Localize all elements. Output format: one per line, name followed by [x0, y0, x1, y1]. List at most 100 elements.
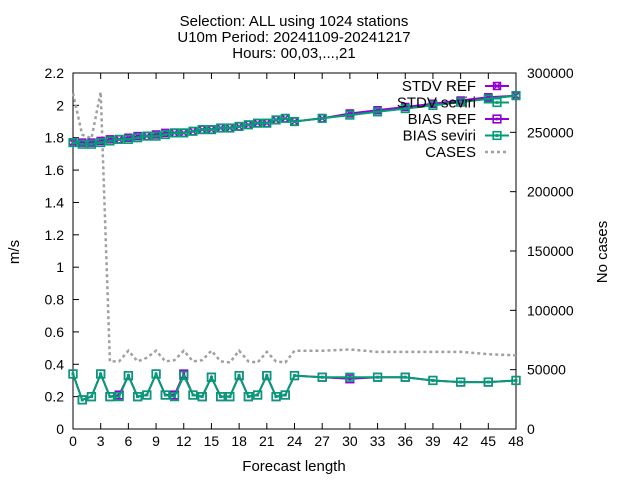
data-point — [96, 137, 106, 148]
data-point-dot — [163, 133, 167, 136]
y2-tick-label: 250000 — [527, 124, 574, 140]
data-point — [372, 372, 383, 382]
x-tick-label: 0 — [69, 433, 77, 449]
legend-item: STDV seviri — [397, 95, 509, 112]
x-tick-label: 3 — [97, 433, 105, 449]
data-point-dot — [145, 134, 149, 138]
y2-tick-label: 150000 — [527, 243, 574, 259]
data-point — [428, 100, 438, 110]
data-point-dot — [219, 395, 223, 399]
y-tick-label: 0.6 — [45, 324, 65, 340]
data-point-dot — [228, 126, 232, 130]
data-point-dot — [459, 380, 463, 384]
data-point-dot — [80, 142, 84, 146]
y-tick-label: 1 — [56, 259, 64, 275]
data-point-dot — [210, 375, 213, 379]
x-tick-label: 6 — [124, 433, 132, 449]
y-tick-label: 2 — [56, 97, 64, 113]
data-point-dot — [274, 395, 278, 399]
x-axis-label: Forecast length — [242, 458, 345, 475]
data-point — [289, 116, 300, 127]
data-point-dot — [99, 141, 103, 144]
data-point-dot — [117, 395, 121, 399]
data-point-dot — [80, 398, 84, 402]
data-point-dot — [246, 123, 250, 127]
legend-marker-cross — [493, 82, 501, 90]
data-point-dot — [403, 107, 407, 110]
x-tick-label: 39 — [425, 433, 441, 449]
data-point — [345, 110, 355, 120]
x-tick-label: 18 — [231, 433, 247, 449]
legend-label: BIAS seviri — [403, 128, 476, 145]
x-tick-label: 33 — [370, 433, 386, 449]
y2-tick-label: 50000 — [527, 362, 566, 378]
data-point — [317, 113, 327, 123]
data-point-dot — [117, 137, 121, 141]
data-point — [225, 123, 235, 133]
data-point — [197, 392, 207, 402]
y-tick-label: 0 — [56, 421, 64, 437]
x-tick-label: 15 — [204, 433, 220, 449]
data-point — [188, 390, 198, 400]
data-point-dot — [293, 120, 296, 123]
data-point — [511, 375, 521, 386]
tick-labels: 0 3 6 9 12 15 18 21 24 27 30 33 36 39 42 45 4800.20.40.6… — [45, 65, 574, 449]
y2-tick-label: 0 — [527, 421, 535, 437]
data-point — [179, 370, 189, 381]
data-point-dot — [237, 125, 241, 128]
data-point — [123, 370, 133, 381]
legend-item: BIAS REF — [408, 111, 509, 128]
y2-axis-label: No cases — [594, 221, 611, 284]
data-point — [234, 370, 244, 381]
data-point — [86, 139, 97, 149]
y-tick-label: 0.8 — [45, 292, 65, 308]
chart-title-line-2: U10m Period: 20241109-20241217 — [177, 29, 410, 46]
y-tick-label: 1.4 — [45, 194, 65, 210]
x-tick-label: 42 — [453, 433, 469, 449]
data-point — [188, 126, 198, 136]
y-tick-label: 1.6 — [45, 162, 65, 178]
y2-tick-label: 200000 — [527, 184, 574, 200]
data-point-dot — [154, 134, 158, 138]
data-point — [271, 115, 281, 125]
data-point-dot — [486, 380, 490, 384]
data-point-dot — [431, 379, 435, 382]
data-point — [262, 118, 272, 128]
x-tick-label: 48 — [508, 433, 524, 449]
data-point — [400, 372, 410, 382]
legend-marker — [492, 114, 502, 124]
data-point-dot — [108, 139, 112, 143]
legend-item: CASES — [425, 144, 509, 161]
data-point-dot — [154, 372, 158, 376]
y-tick-label: 1.2 — [45, 227, 65, 243]
data-point — [77, 139, 87, 149]
data-point-dot — [283, 116, 287, 120]
data-point-dot — [71, 372, 75, 376]
y-tick-label: 1.8 — [45, 130, 65, 146]
data-point — [428, 375, 438, 386]
legend-item: BIAS seviri — [403, 128, 509, 145]
data-point-dot — [99, 372, 103, 376]
data-point-dot — [90, 142, 93, 146]
y2-tick-label: 100000 — [527, 302, 574, 318]
data-point-dot — [163, 393, 167, 397]
data-point — [372, 107, 383, 117]
legend-label: CASES — [425, 144, 476, 161]
data-point-dot — [219, 126, 223, 130]
x-tick-label: 21 — [259, 433, 275, 449]
legend-marker-dot — [495, 117, 499, 121]
x-tick-label: 30 — [342, 433, 358, 449]
data-point-dot — [514, 379, 518, 382]
data-point-dot — [136, 395, 140, 399]
x-tick-label: 36 — [397, 433, 413, 449]
data-point — [483, 377, 493, 387]
data-point — [456, 97, 466, 107]
data-point — [142, 131, 152, 141]
data-point-dot — [182, 131, 186, 135]
data-point-dot — [256, 393, 259, 397]
data-point-dot — [210, 128, 213, 132]
data-point — [114, 134, 124, 144]
data-point — [123, 134, 133, 144]
